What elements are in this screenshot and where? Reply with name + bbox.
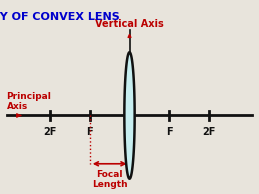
Text: 2F: 2F — [44, 127, 57, 137]
Text: 2F: 2F — [202, 127, 215, 137]
Text: ANATOMY OF CONVEX LENS: ANATOMY OF CONVEX LENS — [0, 12, 120, 22]
Text: Principal
Axis: Principal Axis — [6, 92, 52, 111]
Text: F: F — [87, 127, 93, 137]
Text: Vertical Axis: Vertical Axis — [95, 19, 164, 29]
Polygon shape — [124, 52, 135, 179]
Text: F: F — [166, 127, 172, 137]
Text: Focal
Length: Focal Length — [92, 170, 127, 189]
